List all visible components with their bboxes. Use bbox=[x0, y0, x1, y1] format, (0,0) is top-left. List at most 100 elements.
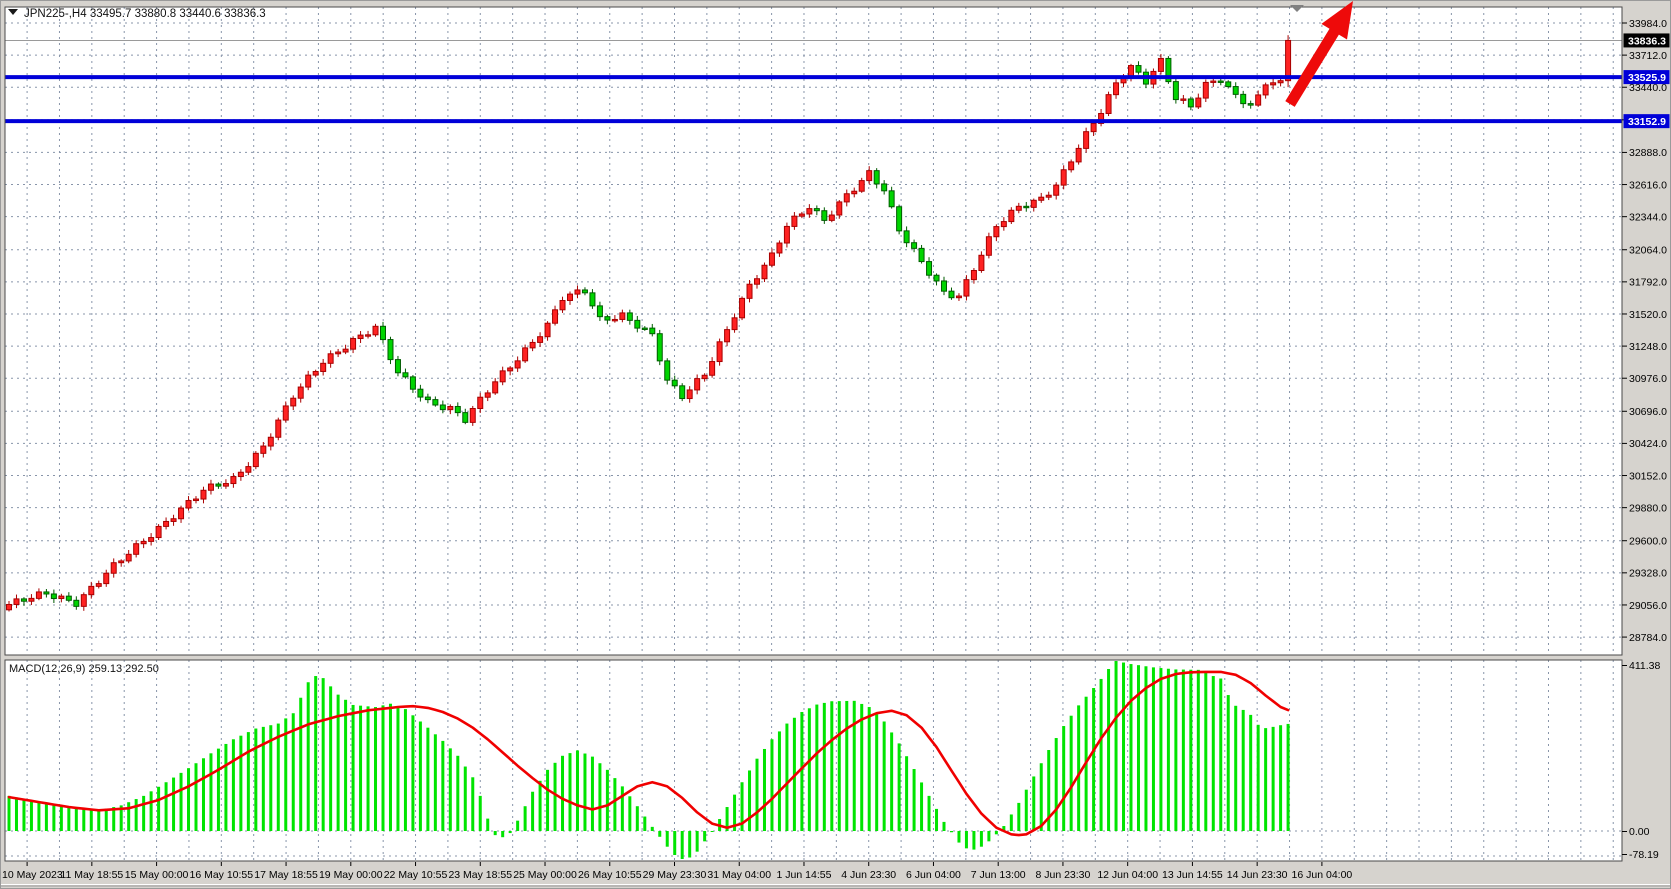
candle bbox=[768, 248, 775, 268]
chart-shift-marker-icon[interactable] bbox=[1290, 5, 1304, 12]
macd-bar bbox=[59, 806, 63, 831]
candle bbox=[843, 189, 850, 207]
candle bbox=[581, 287, 588, 296]
candle bbox=[1172, 77, 1179, 104]
macd-bar bbox=[149, 791, 153, 831]
main-panel-border bbox=[4, 6, 1623, 656]
candle bbox=[20, 597, 27, 606]
macd-bar bbox=[1271, 726, 1275, 831]
macd-bar bbox=[635, 806, 639, 831]
macd-bar bbox=[740, 782, 744, 831]
macd-bar bbox=[187, 768, 191, 831]
macd-bar bbox=[860, 703, 864, 831]
candle bbox=[664, 358, 671, 385]
price-tick-label: 32616.0 bbox=[1629, 179, 1667, 191]
macd-axis: 411.38 0.00 -78.19 bbox=[1622, 660, 1660, 861]
price-axis[interactable]: 33984.033712.033440.033164.032888.032616… bbox=[1622, 18, 1667, 644]
candle bbox=[604, 314, 611, 325]
macd-plot-area[interactable] bbox=[5, 660, 1622, 861]
candle bbox=[821, 207, 828, 224]
macd-bar bbox=[613, 778, 617, 831]
macd-bar bbox=[1151, 667, 1155, 831]
candle bbox=[1285, 35, 1292, 88]
price-tag-value: 33525.9 bbox=[1628, 72, 1666, 84]
macd-bar bbox=[964, 831, 968, 849]
candle bbox=[955, 293, 962, 301]
macd-bar bbox=[67, 807, 71, 831]
time-tick-label: 10 May 2023 bbox=[2, 869, 63, 881]
price-tick-label: 31248.0 bbox=[1629, 341, 1667, 353]
candle bbox=[641, 326, 648, 331]
macd-bar bbox=[119, 805, 123, 831]
macd-bar bbox=[882, 721, 886, 831]
price-tick-label: 30152.0 bbox=[1629, 470, 1667, 482]
time-tick-label: 6 Jun 04:00 bbox=[906, 869, 961, 881]
macd-bar bbox=[523, 806, 527, 831]
macd-bar bbox=[164, 782, 168, 831]
price-tick-label: 29056.0 bbox=[1629, 600, 1667, 612]
macd-bar bbox=[456, 755, 460, 831]
macd-bar bbox=[44, 803, 48, 831]
candle bbox=[178, 505, 185, 523]
macd-bar bbox=[97, 810, 101, 831]
candle bbox=[1165, 56, 1172, 84]
macd-bar bbox=[762, 748, 766, 831]
macd-bar bbox=[1256, 724, 1260, 831]
candle bbox=[649, 323, 656, 337]
macd-bar bbox=[1032, 776, 1036, 831]
macd-bar bbox=[643, 816, 647, 831]
macd-bar bbox=[359, 705, 363, 831]
macd-bar bbox=[172, 777, 176, 831]
candle bbox=[387, 336, 394, 365]
macd-bar bbox=[905, 756, 909, 831]
price-tick-label: 29328.0 bbox=[1629, 568, 1667, 580]
candle bbox=[207, 479, 214, 495]
macd-bar bbox=[486, 818, 490, 831]
time-tick-label: 7 Jun 13:00 bbox=[971, 869, 1026, 881]
horizontal-level-lines[interactable] bbox=[5, 75, 1622, 124]
time-tick-label: 16 Jun 04:00 bbox=[1292, 869, 1353, 881]
time-tick-label: 4 Jun 23:30 bbox=[841, 869, 896, 881]
macd-bar bbox=[194, 763, 198, 831]
candle bbox=[776, 240, 783, 257]
macd-bar bbox=[396, 706, 400, 831]
macd-bar bbox=[142, 795, 146, 831]
symbol-dropdown-icon[interactable] bbox=[8, 9, 18, 15]
macd-bar bbox=[688, 831, 692, 858]
candle bbox=[933, 273, 940, 286]
candle bbox=[1240, 90, 1247, 109]
candle bbox=[454, 402, 461, 417]
macd-bar bbox=[1024, 789, 1028, 831]
time-tick-label: 13 Jun 14:55 bbox=[1162, 869, 1223, 881]
trend-arrow-annotation[interactable] bbox=[1285, 1, 1353, 107]
main-plot-area[interactable] bbox=[5, 7, 1622, 655]
macd-bar bbox=[1226, 695, 1230, 831]
macd-bar bbox=[403, 709, 407, 831]
candle bbox=[813, 205, 820, 216]
macd-bar bbox=[1286, 723, 1290, 831]
macd-bar bbox=[575, 750, 579, 831]
time-tick-label: 8 Jun 23:30 bbox=[1035, 869, 1090, 881]
macd-bar bbox=[1241, 709, 1245, 831]
price-tick-label: 32064.0 bbox=[1629, 245, 1667, 257]
macd-bar bbox=[1144, 666, 1148, 831]
candle bbox=[596, 301, 603, 322]
candle bbox=[499, 366, 506, 386]
macd-bar bbox=[605, 769, 609, 831]
macd-bar bbox=[261, 726, 265, 831]
candle bbox=[851, 187, 858, 198]
macd-bar bbox=[1047, 750, 1051, 831]
candle bbox=[402, 368, 409, 379]
candle bbox=[409, 375, 416, 393]
candle bbox=[372, 323, 379, 337]
macd-bar bbox=[777, 731, 781, 831]
candle bbox=[873, 168, 880, 189]
time-tick-label: 19 May 00:00 bbox=[319, 869, 383, 881]
macd-bar bbox=[785, 723, 789, 831]
macd-bar bbox=[620, 786, 624, 831]
candle bbox=[574, 285, 581, 299]
price-tick-label: 33984.0 bbox=[1629, 18, 1667, 30]
candle bbox=[1113, 79, 1120, 99]
